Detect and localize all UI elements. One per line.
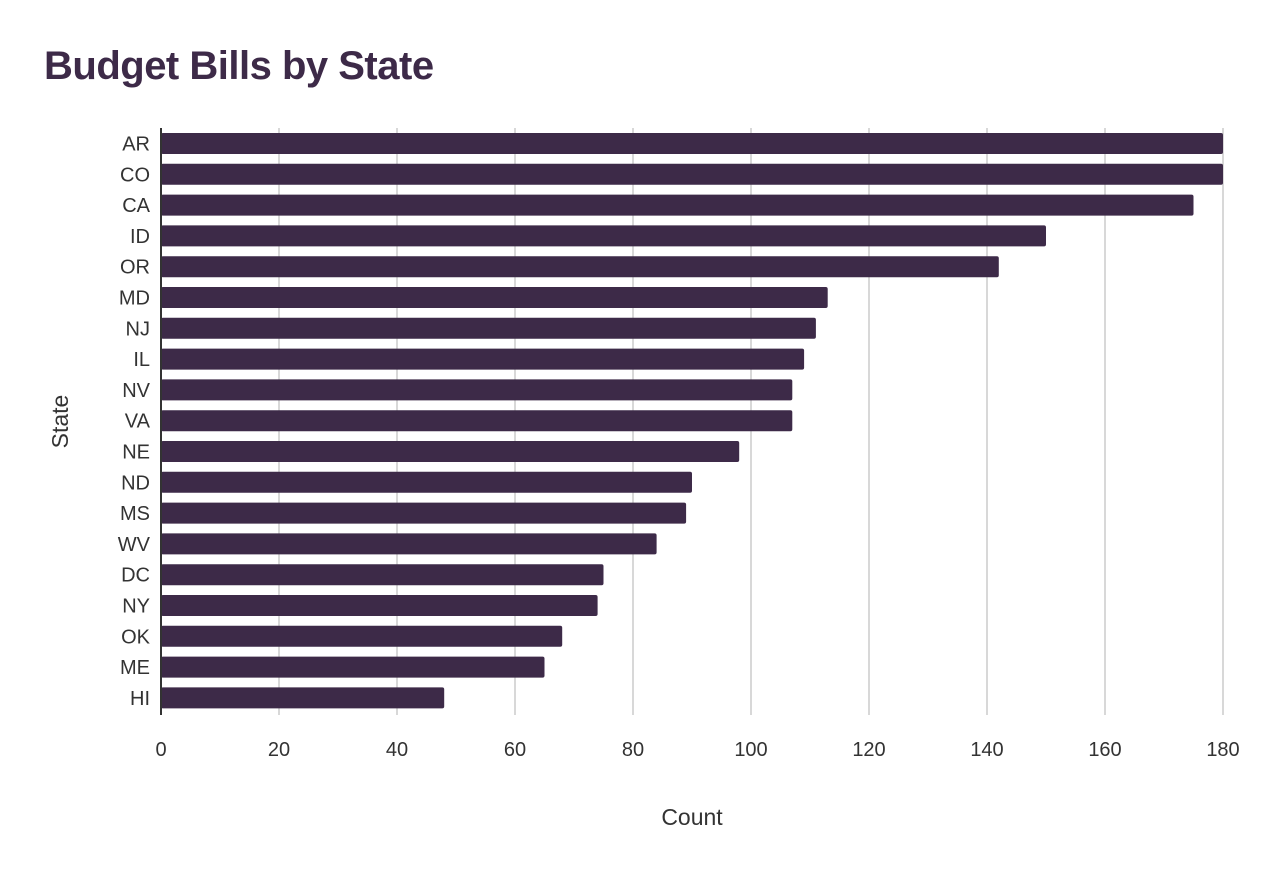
- x-tick-label-140: 140: [970, 739, 1003, 761]
- x-tick-label-160: 160: [1088, 739, 1121, 761]
- y-tick-label-ca: CA: [122, 195, 150, 217]
- bar-nd: [161, 471, 692, 493]
- bar-md: [161, 287, 828, 308]
- x-tick-label-100: 100: [734, 739, 767, 761]
- bar-wv: [161, 533, 657, 555]
- y-tick-label-me: ME: [120, 657, 150, 679]
- bar-ny: [161, 595, 598, 616]
- x-tick-label-80: 80: [622, 739, 644, 761]
- y-tick-label-nv: NV: [122, 380, 150, 402]
- bar-nj: [161, 317, 816, 339]
- bar-ar: [161, 133, 1223, 154]
- y-tick-label-dc: DC: [121, 565, 150, 587]
- x-tick-label-20: 20: [268, 739, 290, 761]
- y-tick-label-ok: OK: [121, 626, 151, 648]
- bar-ok: [161, 625, 563, 647]
- bar-ms: [161, 502, 687, 524]
- y-tick-label-ms: MS: [120, 503, 150, 525]
- y-tick-label-or: OR: [120, 257, 150, 279]
- y-tick-label-ne: NE: [122, 442, 150, 464]
- y-tick-label-id: ID: [130, 226, 150, 248]
- bar-id: [161, 225, 1046, 247]
- y-tick-label-il: IL: [133, 349, 150, 371]
- y-tick-label-ar: AR: [122, 134, 150, 156]
- x-tick-label-60: 60: [504, 739, 526, 761]
- y-tick-label-wv: WV: [118, 534, 151, 556]
- y-tick-label-va: VA: [125, 411, 151, 433]
- bar-il: [161, 348, 805, 370]
- x-tick-label-0: 0: [155, 739, 166, 761]
- chart-title: Budget Bills by State: [44, 44, 434, 88]
- y-tick-label-nj: NJ: [126, 318, 150, 340]
- y-tick-label-hi: HI: [130, 688, 150, 710]
- x-tick-labels: 0 20 40 60 80 100 120 140 160 180: [155, 739, 1239, 761]
- bar-ca: [161, 194, 1194, 216]
- y-tick-labels: AR CO CA ID OR MD NJ IL NV VA NE ND MS WV DC NY OK ME HI: [118, 134, 151, 710]
- x-tick-label-120: 120: [852, 739, 885, 761]
- x-axis-title: Count: [661, 804, 723, 830]
- bar-va: [161, 410, 793, 432]
- y-tick-label-md: MD: [119, 288, 150, 310]
- x-tick-label-180: 180: [1206, 739, 1239, 761]
- y-axis-title: State: [47, 395, 73, 449]
- y-tick-label-nd: ND: [121, 472, 150, 494]
- x-tick-label-40: 40: [386, 739, 408, 761]
- bar-co: [161, 163, 1223, 185]
- bar-dc: [161, 564, 604, 586]
- bar-me: [161, 656, 545, 678]
- bar-hi: [161, 687, 445, 709]
- bar-nv: [161, 379, 793, 401]
- y-tick-label-ny: NY: [122, 596, 150, 618]
- bar-ne: [161, 441, 740, 462]
- bar-or: [161, 256, 999, 278]
- y-tick-label-co: CO: [120, 164, 150, 186]
- bars: [161, 133, 1223, 709]
